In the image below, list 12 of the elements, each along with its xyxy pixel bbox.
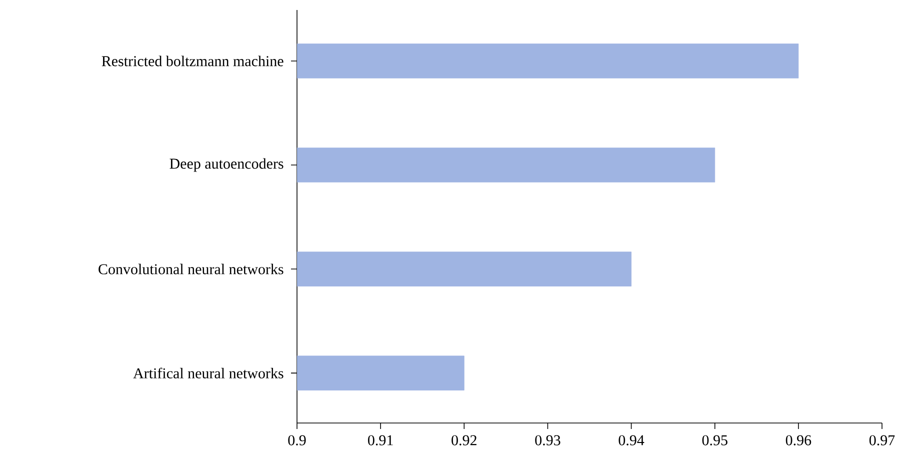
y-tick-label: Deep autoencoders bbox=[170, 158, 284, 172]
x-tick-label: 0.93 bbox=[535, 435, 560, 446]
y-tick-label: Artifical neural networks bbox=[133, 368, 284, 378]
y-tick-label: Restricted boltzmann machine bbox=[102, 56, 284, 66]
x-tick-label: 0.9 bbox=[288, 435, 306, 446]
x-tick-label: 0.95 bbox=[702, 435, 728, 446]
x-tick-label: 0.91 bbox=[368, 435, 393, 446]
x-tick-label: 0.96 bbox=[786, 435, 812, 446]
x-tick-label: 0.92 bbox=[452, 435, 476, 446]
y-tick-label: Convolutional neural networks bbox=[98, 264, 284, 274]
x-tick-label: 0.97 bbox=[869, 435, 895, 446]
x-tick-label: 0.94 bbox=[618, 435, 644, 446]
